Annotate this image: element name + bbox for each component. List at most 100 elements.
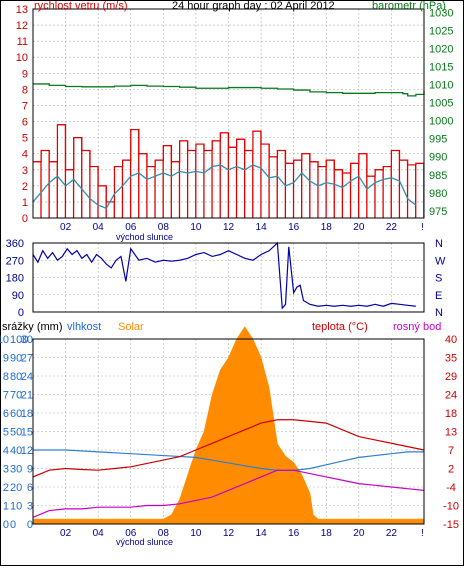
x-tick-label: 02	[60, 528, 72, 539]
temperature-axis-label: teplota (°C)	[312, 321, 368, 333]
y-tick-label: 6	[3, 408, 9, 420]
y-tick-label: 50	[10, 427, 22, 439]
x-tick-label: 18	[321, 222, 333, 233]
y-tick-label: 9	[3, 353, 9, 365]
y-tick-label: 5	[3, 427, 9, 439]
y-tick-label: 1020	[429, 44, 453, 56]
dewpoint-line	[32, 469, 425, 518]
wind-x-ticks: 02 04 06 08 10 12 14 16 18 20 22!	[60, 222, 424, 233]
compass-label: W	[435, 255, 446, 267]
y-tick-label: 360	[6, 238, 24, 250]
y-tick-label: 35	[445, 353, 457, 365]
humidity-axis-label: vlhkost	[67, 321, 101, 333]
x-tick-label: 04	[93, 528, 105, 539]
compass-label: E	[435, 290, 442, 302]
y-tick-label: 3	[3, 464, 9, 476]
direction-series	[32, 241, 416, 310]
y-tick-label: 990	[429, 152, 447, 164]
y-tick-label: 10	[0, 334, 9, 346]
y-tick-label: -15	[443, 519, 459, 531]
y-tick-label: 40	[445, 334, 457, 346]
compass-label: S	[435, 273, 442, 285]
y-tick-label: 4	[3, 445, 9, 457]
y-tick-label: 60	[10, 408, 22, 420]
y-tick-label: 0	[10, 519, 16, 531]
x-tick-label: 14	[256, 222, 268, 233]
x-tick-label: 18	[321, 528, 333, 539]
y-tick-label: 3	[22, 165, 28, 177]
y-tick-label: 40	[10, 445, 22, 457]
y-tick-label: 270	[6, 255, 24, 267]
dewpoint-axis-label: rosný bod	[393, 321, 441, 333]
y-tick-label: 5	[22, 133, 28, 145]
rain-y-ticks: 0 1 2 3 4 5 6 7 8 9 10	[0, 334, 9, 531]
y-tick-label: 11	[17, 36, 28, 48]
y-tick-label: 8	[22, 84, 28, 96]
y-tick-label: 10	[16, 52, 28, 64]
pressure-y-ticks: 975 980 985 990 995 1000 1005 1010 1015 1020 1025 1…	[429, 8, 453, 218]
y-tick-label: 15	[21, 427, 33, 439]
x-tick-label: 14	[256, 528, 268, 539]
y-tick-label: 9	[22, 68, 28, 80]
y-tick-label: 1	[3, 501, 9, 513]
y-tick-label: 100	[10, 334, 28, 346]
y-tick-label: 0	[27, 519, 33, 531]
y-tick-label: 1	[22, 197, 28, 209]
y-tick-label: 18	[445, 408, 457, 420]
y-tick-label: 30	[10, 464, 22, 476]
y-tick-label: 20	[10, 482, 22, 494]
x-tick-label: 10	[190, 222, 202, 233]
sunrise-label: východ slunce	[116, 537, 173, 547]
x-tick-label: 12	[223, 528, 235, 539]
y-tick-label: 4	[22, 149, 28, 161]
y-tick-label: 980	[429, 188, 447, 200]
y-tick-label: 27	[21, 353, 33, 365]
y-tick-label: 12	[21, 445, 33, 457]
sunrise-label: východ slunce	[116, 232, 173, 242]
compass-label: N	[435, 238, 443, 250]
y-tick-label: 90	[10, 353, 22, 365]
x-tick-label: 10	[190, 528, 202, 539]
direction-y-ticks: 0 90 180 270 360	[6, 238, 24, 319]
y-tick-label: 90	[12, 290, 24, 302]
x-tick-label: !	[421, 222, 424, 233]
climate-x-ticks: 02 04 06 08 10 12 14 16 18 20 22!	[60, 528, 424, 539]
y-tick-label: 7	[3, 390, 9, 402]
y-tick-label: 180	[6, 273, 24, 285]
y-tick-label: 3	[27, 501, 33, 513]
x-tick-label: 02	[60, 222, 72, 233]
y-tick-label: 2	[3, 482, 9, 494]
y-tick-label: 7	[448, 445, 454, 457]
y-tick-label: 0	[3, 519, 9, 531]
y-tick-label: 0	[22, 213, 28, 225]
y-tick-label: 995	[429, 134, 447, 146]
chart-title: 24 hour graph day : 02 April 2012	[172, 0, 335, 12]
y-tick-label: 975	[429, 206, 447, 218]
x-tick-label: 08	[158, 222, 170, 233]
x-tick-label: 16	[288, 528, 300, 539]
y-tick-label: 1015	[429, 62, 453, 74]
gust-line	[33, 124, 424, 203]
y-tick-label: 6	[22, 117, 28, 129]
wind-axis-label: rychlost vetru (m/s)	[34, 0, 128, 12]
humidity-y-ticks: 0 10 20 30 40 50 60 70 80 90 100	[10, 334, 28, 531]
y-tick-label: 6	[27, 482, 33, 494]
pressure-axis-label: barometr (hPa)	[372, 0, 446, 12]
y-tick-label: 0	[18, 307, 24, 319]
climate-plot-border	[32, 338, 425, 525]
climate-series	[32, 326, 425, 525]
y-tick-label: 1000	[429, 116, 453, 128]
y-tick-label: 30	[21, 334, 33, 346]
barometer-line	[33, 83, 425, 97]
x-tick-label: 06	[125, 528, 137, 539]
x-tick-label: 04	[93, 222, 105, 233]
y-tick-label: 1025	[429, 26, 453, 38]
x-tick-label: 20	[353, 528, 365, 539]
y-tick-label: 24	[445, 390, 457, 402]
direction-plot-border	[32, 242, 425, 313]
